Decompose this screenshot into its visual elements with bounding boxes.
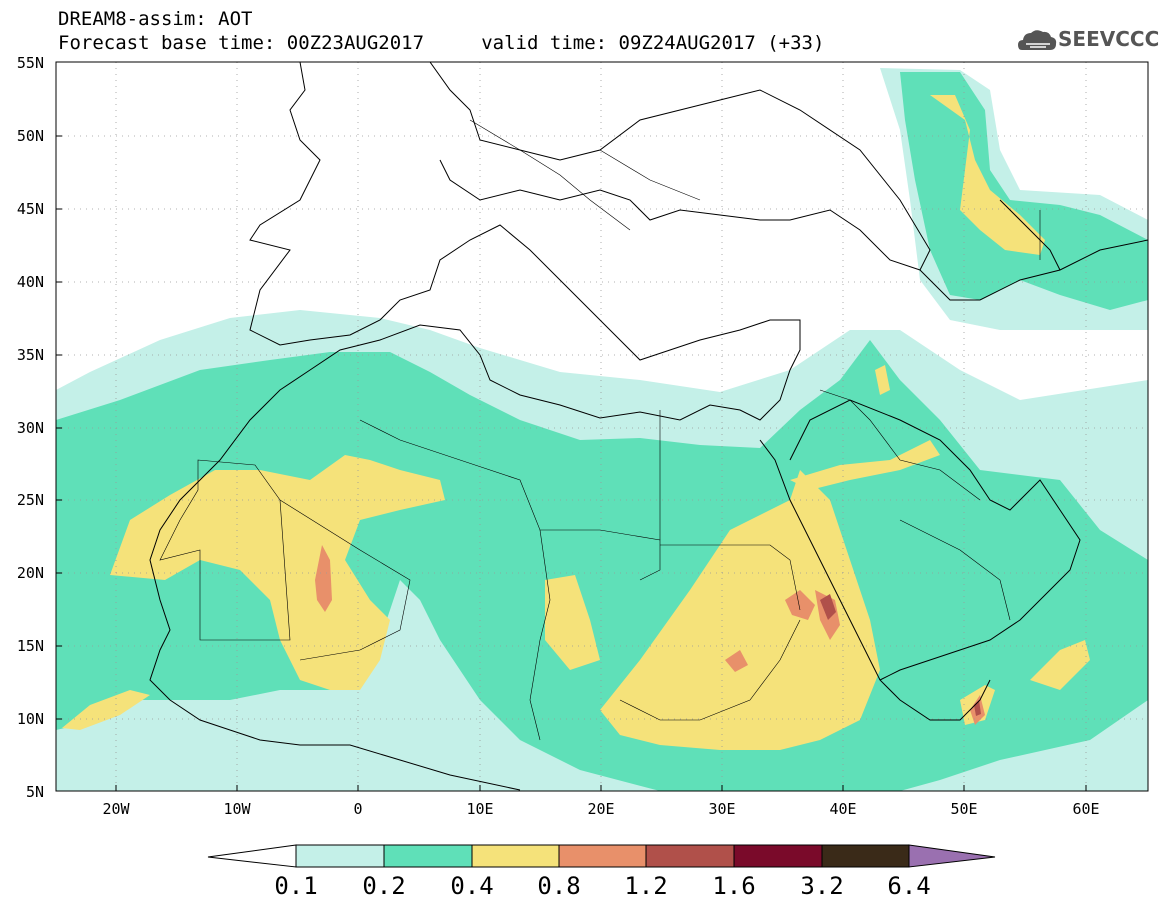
lat-label: 40N — [16, 273, 44, 291]
map-title: DREAM8-assim: AOT — [58, 8, 253, 30]
map-frame — [55, 61, 1149, 792]
colorbar-label: 1.6 — [712, 872, 756, 900]
lon-label: 40E — [829, 800, 857, 818]
colorbar-label: 0.8 — [537, 872, 581, 900]
lat-label: 20N — [16, 564, 44, 582]
lat-label: 5N — [25, 783, 44, 801]
cloud-icon — [1018, 30, 1057, 50]
colorbar-bin-2 — [383, 844, 473, 868]
colorbar-low-arrow — [207, 844, 297, 868]
colorbar-high-arrow — [908, 844, 996, 868]
colorbar-label: 0.2 — [362, 872, 406, 900]
lat-label: 25N — [16, 491, 44, 509]
colorbar-bin-5 — [645, 844, 735, 868]
lat-label: 35N — [16, 346, 44, 364]
colorbar — [207, 844, 996, 868]
colorbar-bin-4 — [558, 844, 647, 868]
colorbar-label: 3.2 — [800, 872, 844, 900]
colorbar-label: 6.4 — [887, 872, 931, 900]
lon-label: 10W — [223, 800, 251, 818]
lat-label: 50N — [16, 127, 44, 145]
forecast-time-label: Forecast base time: 00Z23AUG2017 valid t… — [58, 32, 825, 54]
lon-label: 0 — [353, 800, 363, 818]
lon-label: 50E — [950, 800, 978, 818]
lat-label: 15N — [16, 637, 44, 655]
lon-label: 20W — [102, 800, 130, 818]
colorbar-label: 0.4 — [450, 872, 494, 900]
lat-label: 45N — [16, 200, 44, 218]
lon-label: 60E — [1072, 800, 1100, 818]
lat-label: 10N — [16, 710, 44, 728]
colorbar-bin-7 — [821, 844, 910, 868]
colorbar-label: 1.2 — [624, 872, 668, 900]
lon-label: 10E — [466, 800, 494, 818]
lon-label: 20E — [587, 800, 615, 818]
lon-label: 30E — [708, 800, 736, 818]
borders — [159, 119, 1041, 741]
colorbar-bin-6 — [733, 844, 823, 868]
lat-label: 55N — [16, 54, 44, 72]
colorbar-bin-1 — [295, 844, 385, 868]
logo-text: SEEVCCC — [1058, 27, 1160, 51]
lat-label: 30N — [16, 419, 44, 437]
colorbar-label: 0.1 — [274, 872, 318, 900]
colorbar-bin-3 — [471, 844, 560, 868]
coastlines — [149, 62, 1148, 791]
